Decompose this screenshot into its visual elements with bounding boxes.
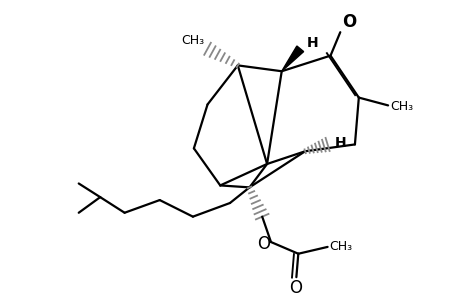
Text: O: O	[288, 279, 301, 297]
Text: H: H	[307, 36, 318, 50]
Text: H: H	[334, 136, 345, 151]
Text: O: O	[341, 13, 356, 31]
Text: CH₃: CH₃	[389, 100, 412, 113]
Text: CH₃: CH₃	[329, 240, 352, 254]
Text: O: O	[257, 235, 269, 253]
Polygon shape	[281, 46, 303, 71]
Text: CH₃: CH₃	[181, 34, 204, 47]
